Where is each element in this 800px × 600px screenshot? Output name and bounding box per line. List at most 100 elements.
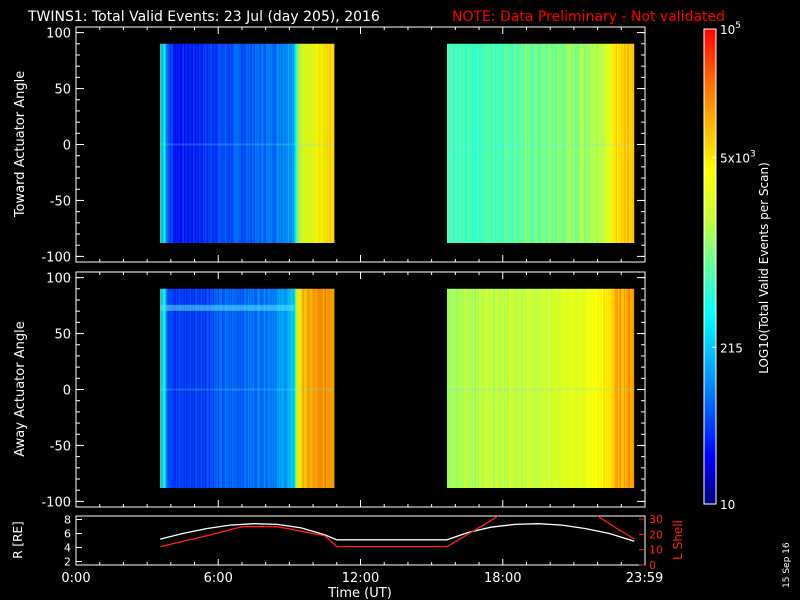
heatmap-column: [524, 288, 526, 488]
heatmap-column: [239, 288, 241, 488]
heatmap-column: [539, 43, 541, 243]
heatmap-column: [541, 43, 543, 243]
heatmap-column: [190, 43, 192, 243]
heatmap-zero-streak: [160, 143, 335, 146]
heatmap-column: [595, 288, 597, 488]
orbit-y2-tick-label: 20: [649, 528, 663, 541]
heatmap-column: [513, 43, 515, 243]
heatmap-column: [449, 43, 451, 243]
heatmap-column: [277, 43, 279, 243]
heatmap-column: [269, 288, 271, 488]
heatmap-column: [191, 288, 193, 488]
heatmap-column: [252, 288, 254, 488]
heatmap-column: [284, 288, 286, 488]
heatmap-column: [453, 288, 455, 488]
heatmap-column: [198, 43, 200, 243]
heatmap-column: [514, 288, 516, 488]
heatmap-column: [180, 43, 182, 243]
heatmap-column: [450, 288, 452, 488]
heatmap-column: [494, 43, 496, 243]
heatmap-column: [213, 43, 215, 243]
heatmap-column: [167, 43, 169, 243]
heatmap-column: [477, 43, 479, 243]
heatmap-column: [613, 288, 615, 488]
heatmap-column: [173, 43, 175, 243]
heatmap-column: [555, 43, 557, 243]
heatmap-column: [576, 43, 578, 243]
heatmap-column: [486, 43, 488, 243]
heatmap-column: [180, 288, 182, 488]
heatmap-column: [629, 43, 631, 243]
heatmap-column: [211, 288, 213, 488]
heatmap-column: [593, 43, 595, 243]
heatmap-column: [515, 288, 517, 488]
heatmap-column: [530, 43, 532, 243]
heatmap-column: [265, 288, 267, 488]
heatmap-column: [604, 43, 606, 243]
heatmap-column: [297, 43, 299, 243]
heatmap-column: [241, 43, 243, 243]
heatmap-column: [493, 43, 495, 243]
heatmap-column: [545, 43, 547, 243]
heatmap-column: [467, 288, 469, 488]
heatmap-column: [206, 43, 208, 243]
heatmap-column: [610, 43, 612, 243]
heatmap-column: [554, 43, 556, 243]
heatmap-column: [280, 288, 282, 488]
heatmap-column: [276, 43, 278, 243]
heatmap-column: [219, 43, 221, 243]
heatmap-column: [303, 288, 305, 488]
heatmap-column: [231, 43, 233, 243]
heatmap-column: [632, 43, 634, 243]
heatmap-column: [556, 43, 558, 243]
heatmap-column: [499, 288, 501, 488]
heatmap-column: [553, 43, 555, 243]
heatmap-column: [206, 288, 208, 488]
heatmap-column: [326, 288, 328, 488]
heatmap-column: [568, 288, 570, 488]
heatmap-column: [302, 43, 304, 243]
heatmap-column: [257, 43, 259, 243]
heatmap-column: [622, 43, 624, 243]
heatmap-column: [192, 43, 194, 243]
heatmap-column: [320, 288, 322, 488]
heatmap-column: [319, 43, 321, 243]
heatmap-column: [188, 288, 190, 488]
heatmap-column: [532, 288, 534, 488]
heatmap-column: [231, 288, 233, 488]
heatmap-column: [501, 43, 503, 243]
heatmap-column: [626, 288, 628, 488]
heatmap-column: [466, 43, 468, 243]
heatmap-column: [171, 43, 173, 243]
heatmap-column: [629, 288, 631, 488]
heatmap-column: [329, 288, 331, 488]
heatmap-column: [600, 43, 602, 243]
heatmap-column: [250, 288, 252, 488]
heatmap-column: [260, 43, 262, 243]
heatmap-column: [301, 288, 303, 488]
heatmap-column: [584, 288, 586, 488]
heatmap-column: [530, 288, 532, 488]
heatmap-column: [521, 43, 523, 243]
heatmap-column: [194, 288, 196, 488]
heatmap-column: [312, 288, 314, 488]
heatmap-column: [631, 43, 633, 243]
heatmap-column: [192, 288, 194, 488]
heatmap-column: [243, 43, 245, 243]
heatmap-column: [526, 288, 528, 488]
heatmap-column: [573, 43, 575, 243]
heatmap-column: [210, 288, 212, 488]
heatmap-column: [332, 288, 334, 488]
heatmap-column: [620, 43, 622, 243]
heatmap-column: [537, 288, 539, 488]
heatmap-column: [176, 43, 178, 243]
heatmap-column: [323, 43, 325, 243]
heatmap-column: [599, 288, 601, 488]
heatmap-column: [187, 288, 189, 488]
heatmap-column: [178, 288, 180, 488]
heatmap-column: [328, 43, 330, 243]
heatmap-column: [602, 43, 604, 243]
heatmap-column: [326, 43, 328, 243]
heatmap-column: [461, 288, 463, 488]
heatmap-column: [288, 288, 290, 488]
